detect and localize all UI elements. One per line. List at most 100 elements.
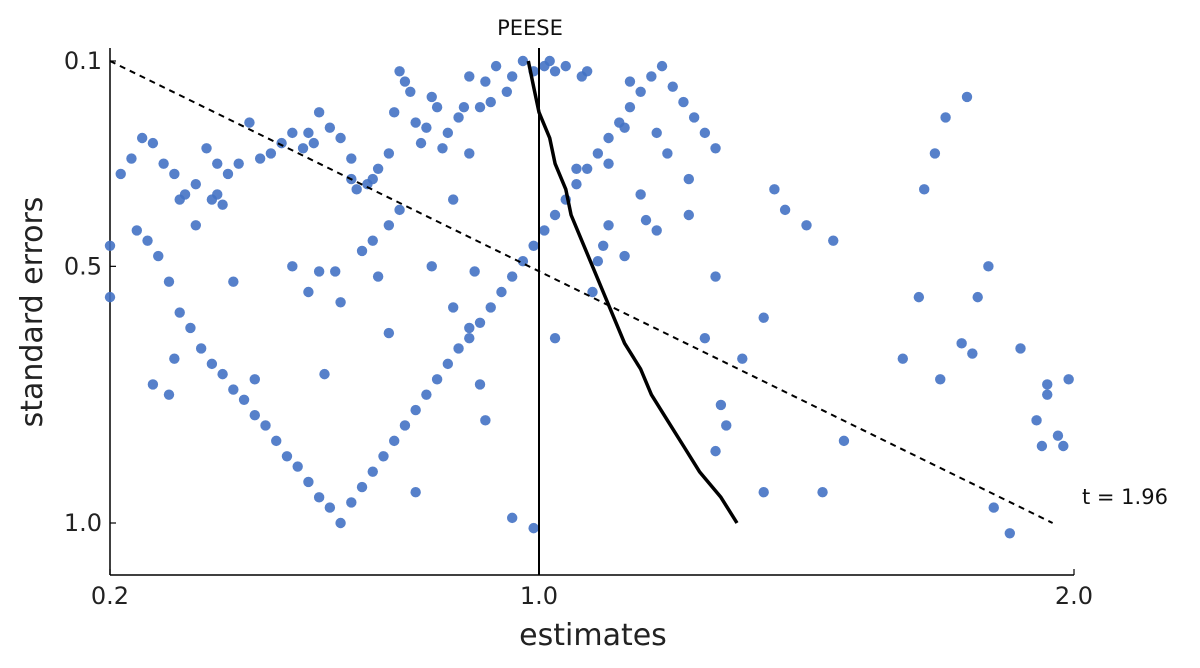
data-point bbox=[356, 481, 368, 493]
data-point bbox=[249, 374, 260, 385]
data-point bbox=[1058, 440, 1069, 452]
data-point bbox=[485, 302, 496, 313]
data-point bbox=[313, 266, 325, 277]
data-point bbox=[383, 327, 395, 339]
data-point bbox=[233, 158, 244, 169]
data-point bbox=[437, 143, 448, 154]
data-point bbox=[297, 143, 309, 154]
data-point bbox=[421, 389, 432, 400]
x-tick-label: 0.2 bbox=[91, 582, 129, 610]
data-point bbox=[163, 276, 175, 287]
data-point bbox=[372, 163, 384, 174]
data-point bbox=[442, 358, 454, 370]
data-point bbox=[667, 81, 678, 92]
data-point bbox=[281, 451, 293, 462]
data-point bbox=[710, 143, 721, 154]
data-point bbox=[372, 271, 384, 282]
data-point bbox=[431, 102, 443, 113]
data-point bbox=[410, 404, 421, 416]
data-point bbox=[967, 348, 978, 359]
data-point bbox=[158, 158, 169, 169]
data-point bbox=[448, 194, 459, 205]
data-point bbox=[603, 132, 614, 144]
data-point bbox=[238, 394, 250, 405]
data-point bbox=[244, 117, 255, 128]
data-point bbox=[940, 112, 951, 123]
data-point bbox=[506, 512, 518, 524]
data-point bbox=[651, 225, 662, 236]
data-point bbox=[104, 240, 116, 251]
data-point bbox=[517, 55, 529, 67]
data-point bbox=[779, 204, 791, 216]
data-point bbox=[389, 107, 400, 118]
y-tick-label: 0.5 bbox=[64, 252, 102, 280]
data-point bbox=[710, 445, 721, 457]
data-point bbox=[603, 158, 614, 169]
data-point bbox=[265, 148, 277, 159]
data-point bbox=[324, 122, 336, 133]
data-point bbox=[136, 132, 148, 144]
data-point bbox=[346, 153, 357, 164]
data-point bbox=[147, 379, 159, 390]
data-point bbox=[635, 189, 646, 200]
data-point bbox=[185, 322, 196, 334]
data-point bbox=[292, 461, 303, 472]
data-point bbox=[485, 96, 496, 108]
data-point bbox=[378, 451, 389, 462]
data-point bbox=[581, 163, 593, 174]
data-point bbox=[474, 102, 486, 113]
data-point bbox=[688, 112, 700, 123]
y-axis-title: standard errors bbox=[15, 197, 50, 428]
data-point bbox=[212, 158, 223, 169]
data-point bbox=[758, 487, 769, 498]
data-points bbox=[104, 55, 1074, 539]
axes: 0.2 1.0 2.0 0.1 0.5 1.0 bbox=[64, 47, 1093, 610]
data-point bbox=[801, 220, 812, 231]
peese-curve bbox=[526, 60, 739, 524]
data-point bbox=[287, 261, 298, 272]
data-point bbox=[496, 286, 507, 298]
data-point bbox=[469, 266, 480, 277]
data-point bbox=[699, 333, 711, 344]
data-point bbox=[817, 487, 828, 498]
data-point bbox=[104, 291, 116, 303]
data-point bbox=[271, 435, 282, 447]
data-point bbox=[587, 286, 598, 298]
data-point bbox=[410, 117, 421, 128]
data-point bbox=[313, 107, 325, 118]
data-point bbox=[640, 214, 652, 226]
data-point bbox=[453, 343, 464, 354]
data-point bbox=[330, 266, 341, 277]
data-point bbox=[362, 179, 373, 190]
data-point bbox=[501, 86, 513, 98]
data-point bbox=[683, 173, 694, 185]
data-point bbox=[206, 358, 218, 370]
data-point bbox=[222, 168, 234, 180]
t-threshold-line bbox=[109, 60, 1054, 524]
data-point bbox=[603, 220, 614, 231]
data-point bbox=[1036, 440, 1048, 452]
data-point bbox=[421, 122, 432, 133]
data-point bbox=[324, 502, 336, 513]
data-point bbox=[276, 137, 287, 149]
data-point bbox=[394, 204, 405, 216]
data-point bbox=[737, 353, 748, 364]
data-point bbox=[1042, 379, 1053, 390]
data-point bbox=[656, 60, 668, 72]
x-axis-title: estimates bbox=[519, 618, 667, 653]
data-point bbox=[228, 276, 239, 287]
data-point bbox=[458, 102, 470, 113]
x-tick-label: 1.0 bbox=[520, 582, 558, 610]
data-point bbox=[474, 379, 486, 390]
y-tick-label: 1.0 bbox=[64, 509, 102, 537]
data-point bbox=[549, 333, 561, 344]
data-point bbox=[571, 163, 582, 174]
data-point bbox=[598, 240, 609, 251]
data-point bbox=[549, 66, 561, 77]
data-point bbox=[838, 435, 850, 447]
data-point bbox=[624, 76, 636, 87]
data-point bbox=[287, 127, 298, 139]
data-point bbox=[592, 148, 604, 159]
data-point bbox=[592, 256, 604, 267]
